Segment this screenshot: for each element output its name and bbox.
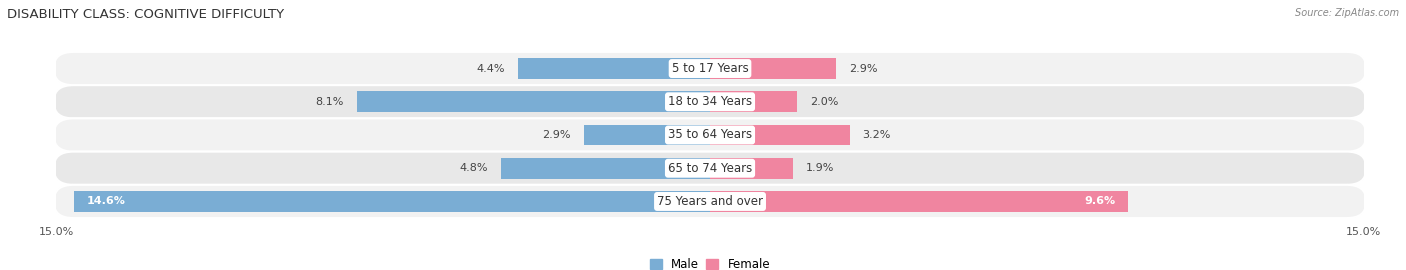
FancyBboxPatch shape — [53, 85, 1367, 118]
Bar — [357, 92, 710, 112]
Text: 18 to 34 Years: 18 to 34 Years — [668, 95, 752, 108]
Text: 8.1%: 8.1% — [315, 97, 344, 107]
Text: 4.4%: 4.4% — [477, 63, 505, 73]
FancyBboxPatch shape — [53, 152, 1367, 185]
Bar — [710, 58, 837, 79]
Text: 9.6%: 9.6% — [1084, 197, 1115, 207]
Text: 4.8%: 4.8% — [460, 163, 488, 173]
Bar — [710, 158, 793, 178]
Text: 2.9%: 2.9% — [543, 130, 571, 140]
Text: 3.2%: 3.2% — [862, 130, 891, 140]
Bar — [501, 158, 710, 178]
Bar — [710, 125, 849, 145]
Bar — [583, 125, 710, 145]
Bar — [519, 58, 710, 79]
Bar — [73, 191, 710, 212]
FancyBboxPatch shape — [53, 118, 1367, 152]
Text: 2.0%: 2.0% — [810, 97, 838, 107]
Text: 2.9%: 2.9% — [849, 63, 877, 73]
Text: 75 Years and over: 75 Years and over — [657, 195, 763, 208]
Legend: Male, Female: Male, Female — [645, 254, 775, 270]
Text: 5 to 17 Years: 5 to 17 Years — [672, 62, 748, 75]
FancyBboxPatch shape — [53, 185, 1367, 218]
Text: 1.9%: 1.9% — [806, 163, 834, 173]
FancyBboxPatch shape — [53, 52, 1367, 85]
Text: Source: ZipAtlas.com: Source: ZipAtlas.com — [1295, 8, 1399, 18]
Bar — [710, 191, 1129, 212]
Text: DISABILITY CLASS: COGNITIVE DIFFICULTY: DISABILITY CLASS: COGNITIVE DIFFICULTY — [7, 8, 284, 21]
Text: 65 to 74 Years: 65 to 74 Years — [668, 162, 752, 175]
Text: 14.6%: 14.6% — [87, 197, 125, 207]
Bar — [710, 92, 797, 112]
Text: 35 to 64 Years: 35 to 64 Years — [668, 129, 752, 141]
